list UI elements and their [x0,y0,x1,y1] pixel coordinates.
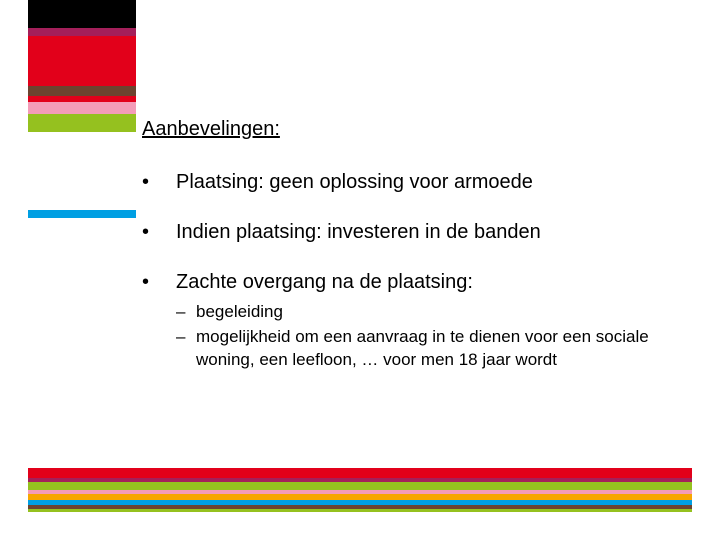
bullet-text: Zachte overgang na de plaatsing: [176,269,682,295]
sub-marker: – [176,301,196,324]
sub-item: –mogelijkheid om een aanvraag in te dien… [176,326,682,372]
stripe [28,482,692,490]
bullet-marker: • [142,169,176,195]
stripe [28,28,136,36]
bullet-body: Plaatsing: geen oplossing voor armoede [176,169,533,195]
sub-text: mogelijkheid om een aanvraag in te diene… [196,326,682,372]
sub-marker: – [176,326,196,372]
stripe [28,114,136,132]
bullet-body: Indien plaatsing: investeren in de bande… [176,219,541,245]
bullet-text: Plaatsing: geen oplossing voor armoede [176,169,533,195]
bullet-item: •Plaatsing: geen oplossing voor armoede [142,169,682,195]
bullet-item: •Indien plaatsing: investeren in de band… [142,219,682,245]
stripe [28,0,136,28]
sub-list: –begeleiding–mogelijkheid om een aanvraa… [176,301,682,372]
bottom-stripe-block [28,468,692,512]
stripe [28,509,692,512]
bullet-text: Indien plaatsing: investeren in de bande… [176,219,541,245]
slide-title: Aanbevelingen: [142,118,682,141]
bullet-list: •Plaatsing: geen oplossing voor armoede•… [142,169,682,374]
sub-text: begeleiding [196,301,283,324]
sub-item: –begeleiding [176,301,682,324]
bullet-marker: • [142,269,176,374]
stripe [28,86,136,96]
slide-content: Aanbevelingen: •Plaatsing: geen oplossin… [142,118,682,398]
bullet-body: Zachte overgang na de plaatsing: –begelei… [176,269,682,374]
stripe [28,102,136,114]
stripe [28,36,136,86]
bullet-marker: • [142,219,176,245]
bullet-item: •Zachte overgang na de plaatsing: –begele… [142,269,682,374]
stripe [28,468,692,478]
top-stripe-block [28,0,136,132]
blue-accent-stripe [28,210,136,218]
